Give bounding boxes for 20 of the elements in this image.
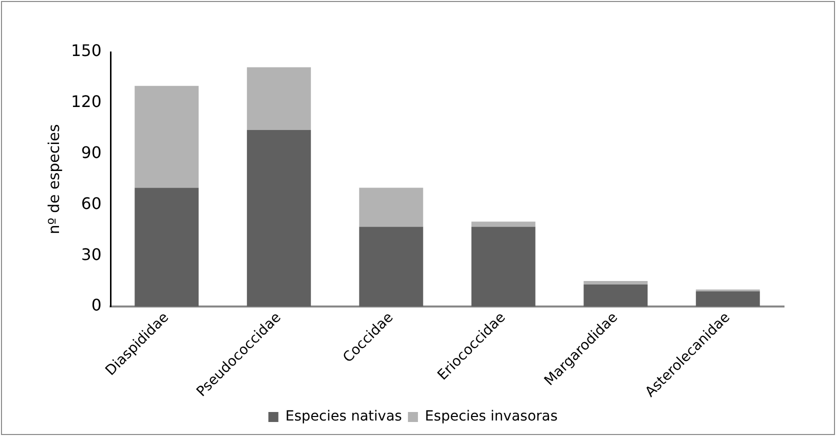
legend-label: Especies invasoras (424, 408, 558, 425)
bar (246, 130, 311, 306)
legend-label: Especies nativas (285, 408, 402, 425)
y-tick-label: 120 (70, 92, 102, 112)
bar (359, 188, 424, 227)
y-tick-label: 60 (81, 194, 102, 213)
y-tick-label: 90 (81, 142, 102, 162)
bar (584, 281, 648, 284)
bar (584, 284, 648, 306)
y-tick-label: 150 (70, 41, 102, 60)
bar (134, 86, 199, 188)
bar (471, 226, 536, 306)
bar (471, 222, 536, 227)
y-axis-title: nº de especies (44, 124, 63, 234)
bar (134, 188, 199, 306)
y-tick-label: 0 (91, 296, 102, 315)
bar (359, 226, 424, 306)
bar (696, 291, 760, 306)
y-tick-label: 30 (81, 244, 102, 264)
bar (246, 67, 311, 130)
